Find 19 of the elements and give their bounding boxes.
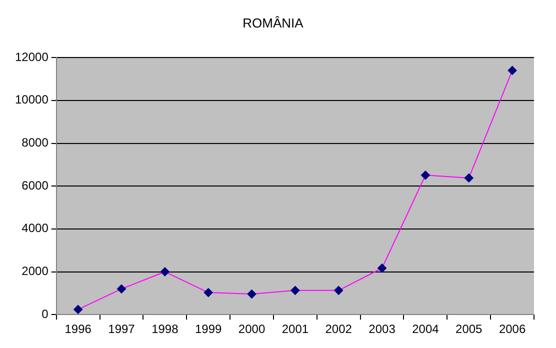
y-tick-label: 10000 bbox=[14, 92, 49, 107]
y-tick-label: 8000 bbox=[22, 136, 49, 150]
x-tick-label: 2005 bbox=[456, 322, 483, 336]
x-tick-label: 1996 bbox=[64, 322, 92, 336]
x-tick-label: 2001 bbox=[282, 322, 309, 336]
y-tick-label: 0 bbox=[42, 306, 49, 321]
x-tick-label: 1999 bbox=[194, 322, 222, 336]
x-tick-label: 2002 bbox=[325, 322, 352, 336]
x-tick-label: 2006 bbox=[498, 322, 526, 336]
x-tick-label: 2000 bbox=[238, 322, 266, 336]
x-tick-label: 1998 bbox=[152, 322, 179, 336]
x-tick-label: 1997 bbox=[108, 322, 136, 336]
x-tick-label: 2004 bbox=[412, 322, 440, 336]
y-tick-label: 4000 bbox=[22, 221, 49, 236]
chart-title: ROMÂNIA bbox=[242, 15, 304, 30]
y-tick-label: 6000 bbox=[22, 178, 49, 192]
y-tick-label: 12000 bbox=[14, 50, 49, 64]
x-tick-label: 2003 bbox=[368, 322, 396, 336]
y-tick-label: 2000 bbox=[22, 264, 49, 278]
